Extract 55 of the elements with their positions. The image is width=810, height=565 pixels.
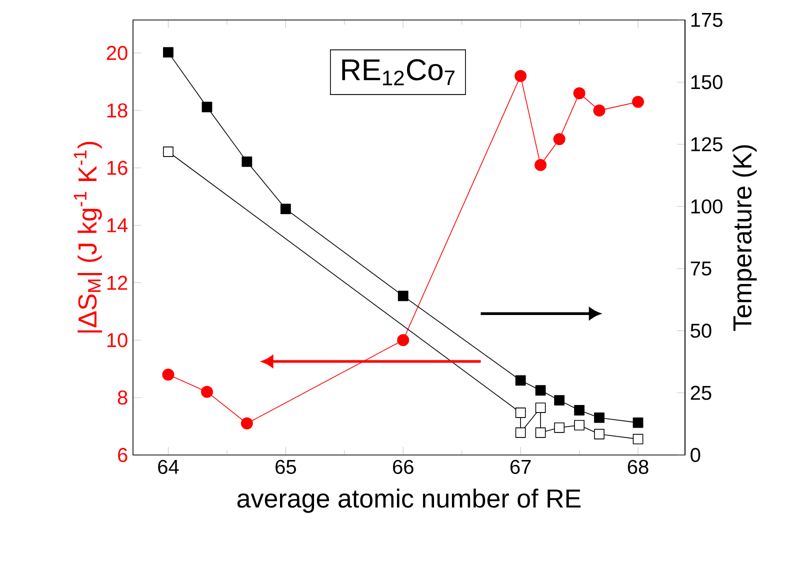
x-axis-title: average atomic number of RE <box>237 488 581 513</box>
point <box>515 408 526 418</box>
point <box>553 133 566 146</box>
y-axis-title: |ΔS$_{M}$| (J kg$^{-1}$ K$^{-1}$) <box>74 142 102 332</box>
point <box>202 102 212 112</box>
point <box>574 420 585 430</box>
point <box>515 375 526 386</box>
point <box>632 417 644 428</box>
point <box>163 146 174 157</box>
x-tick-label: 67 <box>510 460 531 474</box>
point <box>554 395 565 406</box>
point <box>594 428 604 440</box>
y-tick-label: 20 <box>106 46 128 60</box>
point <box>554 422 565 433</box>
point <box>632 434 644 444</box>
point <box>632 96 644 108</box>
point <box>535 427 546 438</box>
x-tick-label: 64 <box>158 460 179 474</box>
point <box>515 427 526 438</box>
x-tick-label: 66 <box>393 460 414 474</box>
point <box>397 334 410 346</box>
point <box>280 204 291 214</box>
point <box>574 405 585 416</box>
y-tick-label: 16 <box>107 160 128 175</box>
y2-tick-label: 0 <box>690 448 700 462</box>
y2-tick-label: 25 <box>690 386 712 400</box>
y2-tick-label: 50 <box>690 324 712 338</box>
y-tick-label: 6 <box>118 448 128 462</box>
point <box>163 47 174 58</box>
y2-tick-label: 150 <box>691 75 722 90</box>
x-tick-label: 68 <box>628 460 648 474</box>
annotation: RE$_{12}$Co$_{7}$ <box>342 59 454 86</box>
x-tick-label: 65 <box>276 460 296 474</box>
point <box>242 156 252 167</box>
y2-tick-label: 125 <box>691 137 722 152</box>
y-tick-label: 18 <box>107 103 128 118</box>
point <box>514 70 527 82</box>
y2-tick-label: 175 <box>691 13 722 27</box>
point <box>535 402 546 413</box>
y2-axis-title: Temperature (K) <box>732 145 757 331</box>
y-tick-label: 10 <box>107 333 128 348</box>
point <box>594 412 604 423</box>
point <box>534 159 547 171</box>
point <box>398 290 408 302</box>
point <box>535 385 546 396</box>
point <box>200 386 213 398</box>
point <box>573 87 586 100</box>
point <box>240 417 253 430</box>
y2-tick-label: 100 <box>691 199 722 214</box>
y-tick-label: 14 <box>107 218 128 232</box>
y-tick-label: 12 <box>107 276 128 290</box>
y2-tick-label: 75 <box>690 262 712 276</box>
point <box>162 368 174 381</box>
point <box>593 104 606 116</box>
y-tick-label: 8 <box>118 390 128 405</box>
